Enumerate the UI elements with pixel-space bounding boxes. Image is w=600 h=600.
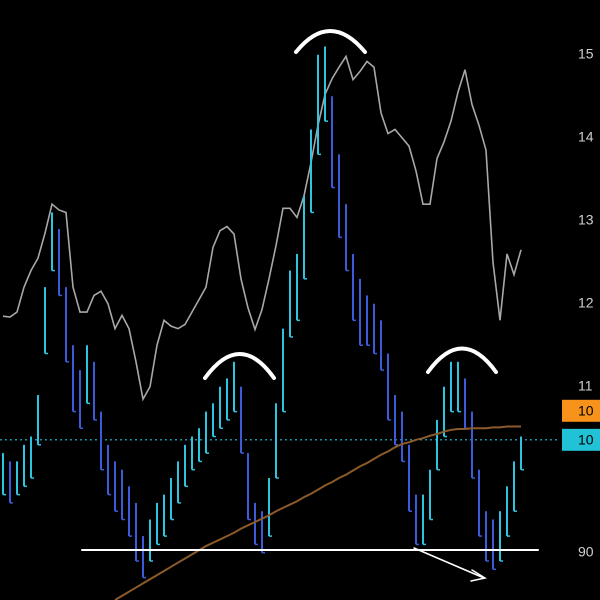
y-tick-label: 11	[578, 377, 593, 393]
price-box	[562, 399, 600, 422]
y-tick-label: 15	[578, 45, 594, 61]
plot-back: 15 14 13 12 11 90	[0, 45, 594, 600]
y-tick-label: 12	[578, 294, 594, 310]
top-arc	[294, 29, 367, 54]
arrow-head	[470, 569, 487, 582]
price-box-label: 10	[578, 402, 594, 418]
arrow-line	[413, 547, 485, 579]
line-series	[114, 425, 521, 600]
plot-front: 10 10	[562, 399, 600, 451]
price-box-label: 10	[578, 432, 594, 448]
top-arc	[203, 352, 276, 380]
y-tick-label: 14	[578, 128, 594, 144]
line-series	[2, 54, 522, 402]
y-tick-label: 13	[578, 211, 594, 227]
annotations	[81, 29, 539, 582]
price-box	[562, 428, 600, 451]
y-tick-label: 90	[578, 543, 594, 559]
top-arc	[426, 346, 498, 374]
